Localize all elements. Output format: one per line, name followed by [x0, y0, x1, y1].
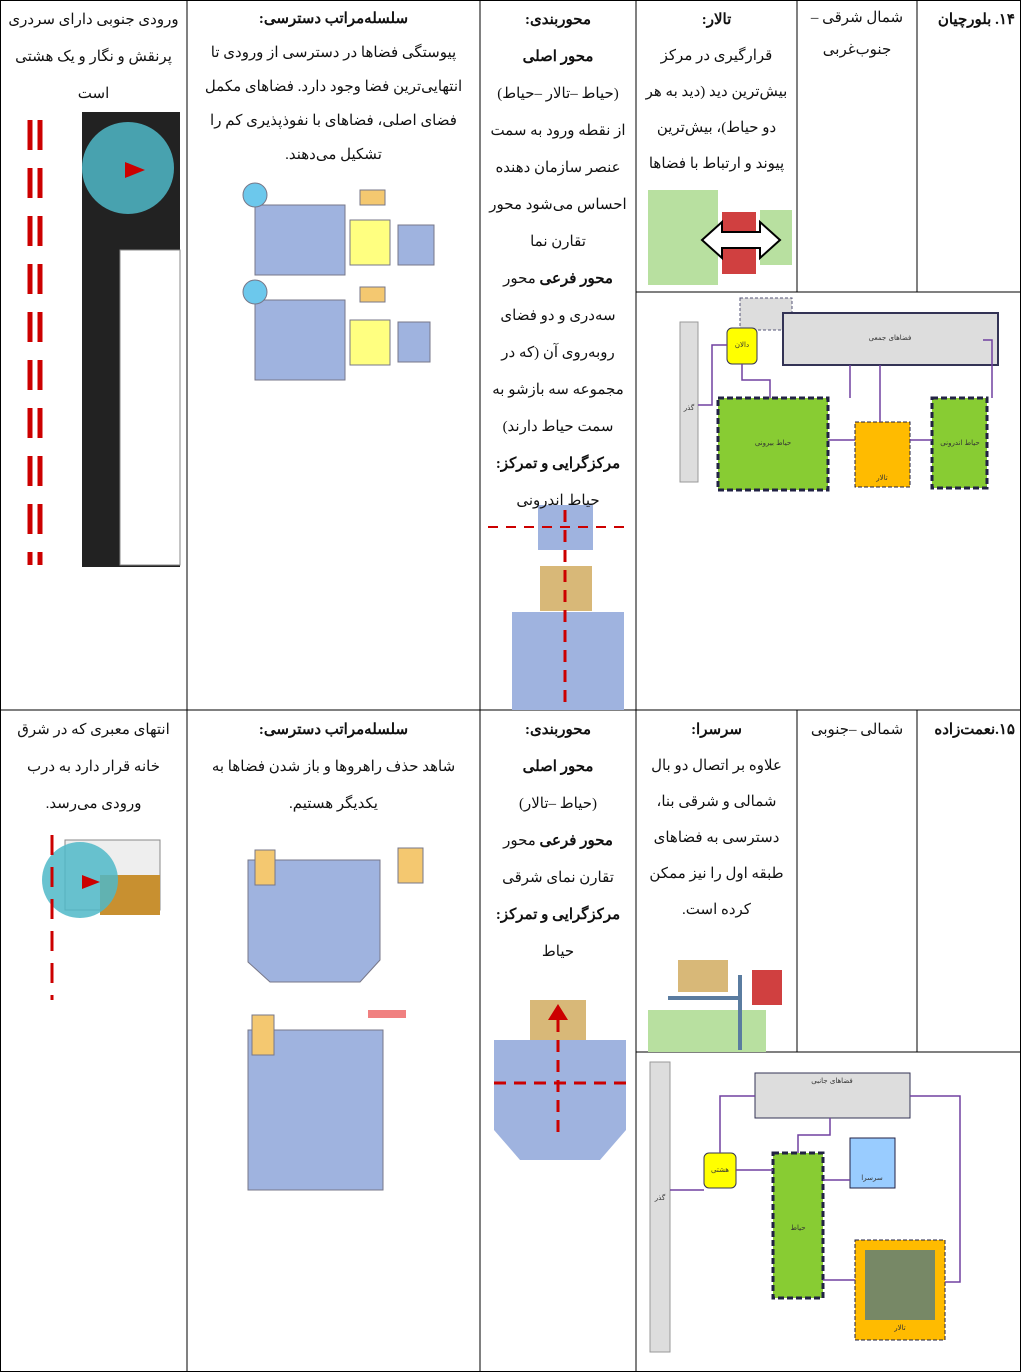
desc: از نقطه ورود به سمت عنصر سازمان دهنده اح…	[489, 123, 627, 250]
axis-plan-2	[494, 1000, 626, 1160]
diagram-label: دالان	[735, 341, 749, 349]
main-label: محور اصلی	[522, 49, 594, 65]
house-name: ۱۴. بلورچیان	[937, 12, 1015, 28]
main-space: سرسرا: علاوه بر اتصال دو بال شمالی و شرقی…	[636, 710, 797, 930]
title: سلسله‌مراتب دسترسی:	[258, 11, 409, 27]
diagram-label: فضاهای جانبی	[811, 1077, 852, 1085]
center-label: مرکزگرایی و تمرکز:	[495, 456, 621, 472]
orientation: شمال شرقی – جنوب‌غربی	[810, 10, 904, 58]
center-text: حیاط	[541, 944, 575, 960]
entrance-plan-2	[42, 835, 161, 1000]
entrance-plan-1	[27, 112, 181, 567]
diagram-label: گذر	[654, 1193, 666, 1202]
main-space-plan-2	[648, 960, 782, 1052]
title: محوربندی:	[524, 722, 592, 738]
main-text: (حیاط –تالار)	[518, 796, 598, 812]
entrance: ورودی جنوبی دارای سردری پرنقش و نگار و ی…	[8, 12, 179, 102]
sub-label: محور فرعی	[539, 833, 613, 849]
entrance: انتهای معبری که در شرق خانه قرار دارد به…	[17, 722, 170, 812]
sub-label: محور فرعی	[539, 271, 613, 287]
sub-text: محور سه‌دری و دو فضای روبه‌روی آن (که در…	[492, 271, 624, 435]
axis-plan-1	[488, 505, 630, 710]
diagram-2	[649, 1061, 961, 1353]
text: علاوه بر اتصال دو بال شمالی و شرقی بنا، …	[649, 758, 784, 918]
text: قرارگیری در مرکز بیش‌ترین دید (دید به هر…	[645, 48, 788, 172]
diagram-label: فضاهای جمعی	[869, 334, 912, 342]
diagram-label: تالار	[875, 474, 888, 482]
text: شاهد حذف راهروها و باز شدن فضاها به یکدی…	[211, 759, 456, 812]
main-text: (حیاط –تالار –حیاط)	[497, 86, 619, 102]
diagram-label: حیاط	[790, 1224, 805, 1232]
diagram-label: هشتی	[711, 1166, 729, 1174]
house-name: ۱۵.نعمت‌زاده	[934, 722, 1015, 738]
axis: محوربندی: محور اصلی (حیاط –تالار) محور ف…	[480, 710, 636, 973]
title: تالار:	[701, 12, 732, 28]
diagram-1	[679, 297, 999, 492]
main-space: تالار: قرارگیری در مرکز بیش‌ترین دید (دید…	[636, 0, 797, 184]
access-plan-1	[242, 182, 435, 381]
access: سلسله‌مراتب دسترسی: شاهد حذف راهروها و با…	[187, 710, 480, 825]
diagram-labels: فضاهای جمعی دالان گذر حیاط بیرونی حیاط اندرو…	[654, 334, 980, 1332]
main-label: محور اصلی	[522, 759, 594, 775]
access: سلسله‌مراتب دسترسی: پیوستگی فضاها در دستر…	[187, 0, 480, 174]
main-space-plan-1	[648, 190, 792, 285]
axis: محوربندی: محور اصلی (حیاط –تالار –حیاط) …	[480, 0, 636, 522]
title: محوربندی:	[524, 12, 592, 28]
title: سلسله‌مراتب دسترسی:	[258, 722, 409, 738]
diagram-label: حیاط بیرونی	[755, 439, 791, 447]
diagram-label: گذر	[683, 403, 695, 412]
title: سرسرا:	[691, 722, 742, 738]
sub: محور فرعی محور تقارن نمای شرقی	[486, 823, 630, 897]
access-plan-2	[247, 847, 424, 1191]
diagram-label: حیاط اندرونی	[940, 439, 979, 447]
sub: محور فرعی محور سه‌دری و دو فضای روبه‌روی…	[486, 261, 630, 446]
sub-text: محور تقارن نمای شرقی	[502, 833, 614, 886]
center-label: مرکزگرایی و تمرکز:	[495, 907, 621, 923]
diagram-label: سرسرا	[861, 1174, 883, 1182]
diagram-label: تالار	[893, 1324, 906, 1332]
center-text: حیاط اندرونی	[516, 493, 600, 509]
orientation: شمالی –جنوبی	[810, 722, 904, 738]
text: پیوستگی فضاها در دسترسی از ورودی تا انته…	[204, 45, 463, 163]
